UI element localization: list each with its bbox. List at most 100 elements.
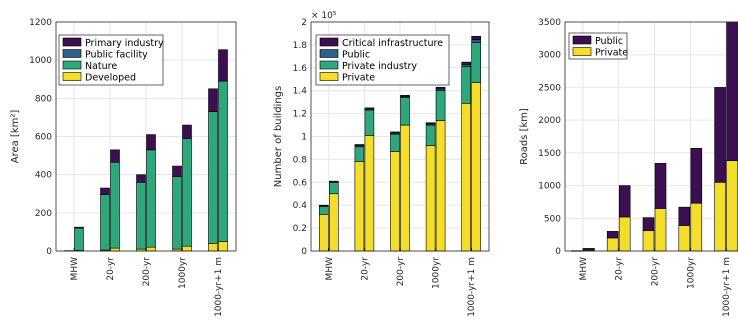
y-tick-label: 2 <box>301 18 307 28</box>
legend-label: Critical infrastructure <box>342 38 443 49</box>
bar-segment-critical-infrastructure <box>328 180 339 183</box>
bar-segment-public <box>654 163 667 209</box>
bar-segment-private <box>354 161 365 252</box>
bar-segment-nature <box>110 161 120 249</box>
bar-segment-private <box>690 202 703 252</box>
bar-segment-public <box>642 217 655 232</box>
y-tick-label: 600 <box>35 133 52 143</box>
y-tick-label: 1500 <box>538 149 561 159</box>
y-axis-label: Number of buildings <box>273 86 284 187</box>
x-tick-label: 1000-yr+1 m <box>214 257 224 317</box>
x-tick-label: 1000yr <box>432 257 442 289</box>
x-tick-label: 20-yr <box>360 257 370 281</box>
chart-panel-3: 0 500 1000 1500 2000 2500 3000 3500 MHW 20-yr 200-… <box>519 18 738 317</box>
y-tick-label: 0 <box>555 247 561 257</box>
legend-label: Public facility <box>85 50 148 61</box>
bar-segment-private <box>642 230 655 252</box>
bar-segment-primary-industry <box>136 174 146 183</box>
bar-segment-primary-industry <box>172 165 182 177</box>
bar-segment-developed <box>110 247 120 252</box>
bar-segment-private <box>654 208 667 252</box>
legend-label: Primary industry <box>85 38 164 49</box>
bar-segment-primary-industry <box>110 149 120 163</box>
bar-segment-critical-infrastructure <box>461 61 472 65</box>
bar-segment-primary-industry <box>74 226 84 229</box>
bar-segment-public <box>690 147 703 204</box>
y-tick-label: 400 <box>35 171 52 181</box>
legend-label: Developed <box>85 73 136 84</box>
y-tick-label: 1 <box>301 133 307 143</box>
bar-segment-nature <box>136 182 146 250</box>
bar-segment-private-industry <box>364 109 375 136</box>
y-tick-label: 800 <box>35 94 52 104</box>
bar-segment-private-industry <box>390 133 400 152</box>
x-tick-label: 1000yr <box>178 257 188 289</box>
bar-segment-private <box>618 216 631 252</box>
x-tick-label: 1000-yr+1 m <box>467 257 477 317</box>
y-tick-label: 0.6 <box>293 178 308 188</box>
bar-segment-primary-industry <box>100 187 110 196</box>
bar-segment-nature <box>146 149 156 248</box>
bar-segment-primary-industry <box>146 134 156 151</box>
bar-segment-public <box>461 64 472 67</box>
y-tick-label: 2500 <box>538 83 561 93</box>
bar-segment-private <box>400 124 410 252</box>
bar-segment-public <box>714 87 726 183</box>
bar-segment-critical-infrastructure <box>364 107 375 110</box>
x-tick-label: MHW <box>70 257 80 281</box>
legend-swatch <box>319 72 339 81</box>
y-axis-label: Area [km²] <box>10 110 21 164</box>
bar-segment-critical-infrastructure <box>390 131 400 134</box>
legend-label: Private industry <box>342 61 417 72</box>
bar-segment-developed <box>218 241 228 252</box>
bar-segment-nature <box>172 176 182 250</box>
bar-segment-primary-industry <box>208 88 218 112</box>
bar-segment-private <box>726 160 738 252</box>
x-tick-label: 200-yr <box>651 257 661 287</box>
x-tick-label: 1000yr <box>686 257 696 289</box>
y-tick-label: 1.6 <box>293 64 308 74</box>
x-tick-label: 1000-yr+1 m <box>722 257 732 317</box>
bar-segment-private <box>425 145 436 252</box>
y-tick-label: 1200 <box>29 18 52 28</box>
legend-swatch <box>62 72 82 81</box>
bar-segment-private <box>606 237 619 252</box>
bar-segment-private <box>461 102 472 252</box>
legend-swatch <box>319 37 339 47</box>
y-tick-label: 0.4 <box>293 201 308 211</box>
legend-swatch <box>319 60 339 70</box>
bar-segment-public <box>606 231 619 239</box>
legend-swatch <box>62 37 82 47</box>
y-tick-label: 1000 <box>538 182 561 192</box>
x-tick-label: MHW <box>325 257 335 281</box>
chart-panel-2: 0 0.2 0.4 0.6 0.8 1 1.2 1.4 1.6 1.8 2 MHW 20-yr 200-y… <box>273 11 490 317</box>
y-tick-label: 0.8 <box>293 155 308 165</box>
y-tick-label: 500 <box>544 214 561 224</box>
legend-swatch <box>572 47 592 56</box>
bar-segment-critical-infrastructure <box>354 144 365 146</box>
x-tick-label: 20-yr <box>106 257 116 281</box>
legend-swatch <box>62 49 82 58</box>
legend-swatch <box>62 60 82 70</box>
y-tick-label: 3500 <box>538 18 561 28</box>
bar-segment-private <box>318 214 329 252</box>
y-tick-label: 200 <box>35 209 52 219</box>
y-tick-label: 1000 <box>29 56 52 66</box>
bar-segment-private-industry <box>435 90 446 121</box>
bar-segment-private <box>678 225 691 252</box>
bar-segment-developed <box>182 245 192 252</box>
bar-segment-private <box>471 82 482 252</box>
bar-segment-primary-industry <box>182 124 192 139</box>
bar-segment-private-industry <box>461 66 472 104</box>
y-tick-label: 2000 <box>538 116 561 126</box>
y-tick-label: 1.8 <box>293 41 308 51</box>
x-tick-label: 200-yr <box>396 257 406 287</box>
x-tick-label: 200-yr <box>142 257 152 287</box>
y-tick-label: 0 <box>301 247 307 257</box>
legend-label: Nature <box>85 61 117 72</box>
bar-segment-public <box>726 21 738 162</box>
bar-segment-private-industry <box>400 97 410 126</box>
bar-segment-public <box>678 206 691 226</box>
legend-label: Private <box>342 73 375 84</box>
bar-segment-critical-infrastructure <box>471 36 482 41</box>
